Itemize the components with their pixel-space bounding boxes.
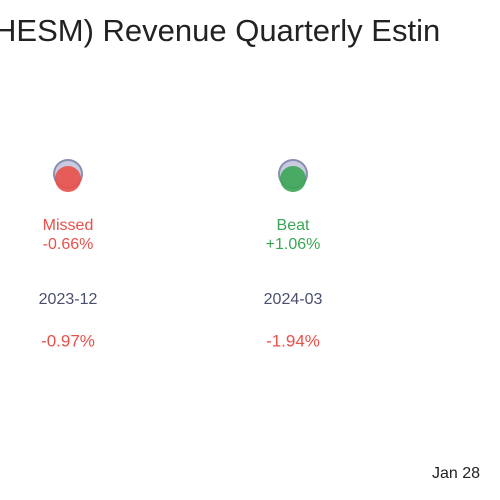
surprise-label: +1.06% <box>266 236 321 253</box>
footer-date: Jan 28 <box>432 465 480 482</box>
result-label: Missed <box>43 217 94 234</box>
change-label: -0.97% <box>41 331 95 350</box>
surprise-label: -0.66% <box>43 236 94 253</box>
category-label: 2024-03 <box>264 291 323 308</box>
result-label: Beat <box>277 217 310 234</box>
actual-marker <box>280 166 306 192</box>
chart-title: HESM) Revenue Quarterly Estin <box>0 13 440 48</box>
change-label: -1.94% <box>266 331 320 350</box>
actual-marker <box>55 166 81 192</box>
category-label: 2023-12 <box>39 291 98 308</box>
